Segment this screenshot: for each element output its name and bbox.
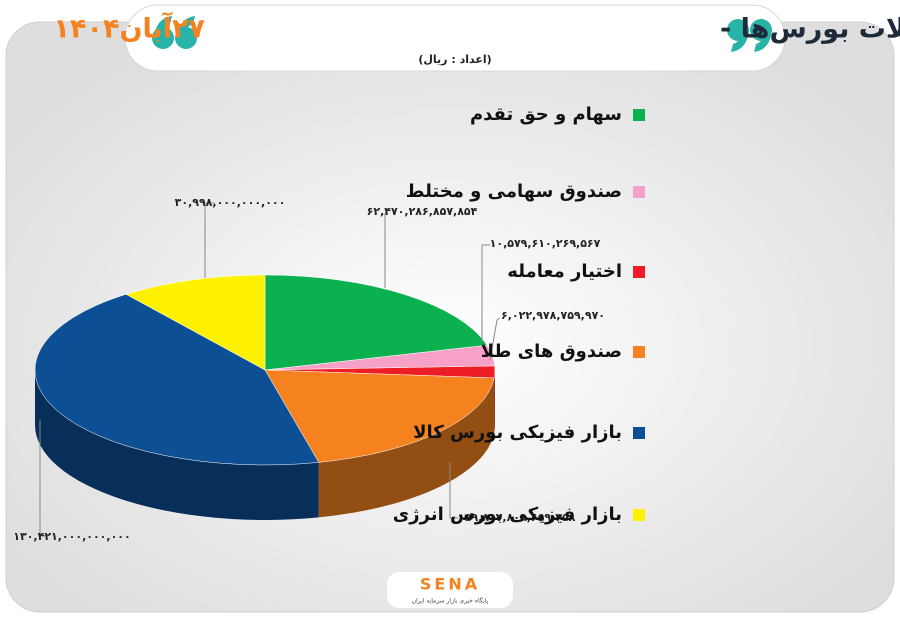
legend-swatch — [633, 266, 645, 278]
slice — [125, 274, 266, 371]
slice-side — [494, 370, 495, 433]
legend-swatch — [633, 509, 645, 521]
legend-label: بازار فیزیکی بورس انرژی — [393, 504, 622, 525]
legend-swatch — [633, 186, 645, 198]
leader-line — [481, 244, 490, 342]
quote-left — [152, 16, 197, 49]
chart-subtitle: (اعداد : ریال) — [418, 53, 491, 66]
value-label: ۳۰,۹۹۸,۰۰۰,۰۰۰,۰۰۰ — [175, 196, 286, 209]
slice — [264, 369, 495, 463]
value-label: ۶۲,۴۷۰,۲۸۶,۸۵۷,۸۵۴ — [367, 205, 478, 218]
slice-side — [35, 370, 319, 520]
leader-line — [204, 202, 215, 278]
value-label: ۱۰,۵۷۹,۶۱۰,۲۶۹,۵۶۷ — [490, 237, 601, 250]
logo-tagline: پایگاه خبری بازار سرمایه ایران — [412, 597, 489, 605]
slice — [34, 294, 320, 466]
legend-swatch — [633, 346, 645, 358]
chart-title: ارزش معاملات بورس‌ها - — [720, 14, 900, 45]
value-label: ۶,۰۲۲,۹۷۸,۷۵۹,۹۷۰ — [501, 309, 605, 322]
leader-line — [449, 462, 458, 519]
slice — [264, 274, 488, 371]
pie — [34, 274, 496, 520]
logo: SENA — [420, 575, 480, 594]
legend-swatch — [633, 427, 645, 439]
logo-box — [387, 572, 513, 608]
leader-line — [39, 420, 46, 537]
legend-swatch — [633, 109, 645, 121]
chart-date: ۲۷آبان۱۴۰۴ — [54, 12, 206, 45]
legend-label: سهام و حق تقدم — [470, 104, 622, 125]
legend-label: بازار فیزیکی بورس کالا — [413, 422, 622, 443]
legend-label: اختیار معامله — [507, 261, 622, 282]
value-label: ۵۹,۸۱۷,۸۰۹,۶۵۹,۳۵۸ — [465, 511, 576, 524]
title-box — [124, 4, 786, 72]
legend-label: صندوق های طلا — [481, 341, 622, 362]
legend-label: صندوق سهامی و مختلط — [406, 181, 622, 202]
value-label: ۱۳۰,۴۲۱,۰۰۰,۰۰۰,۰۰۰ — [13, 530, 130, 543]
leader-line — [489, 317, 501, 361]
slice-side — [318, 377, 495, 518]
quote-right — [727, 19, 772, 52]
